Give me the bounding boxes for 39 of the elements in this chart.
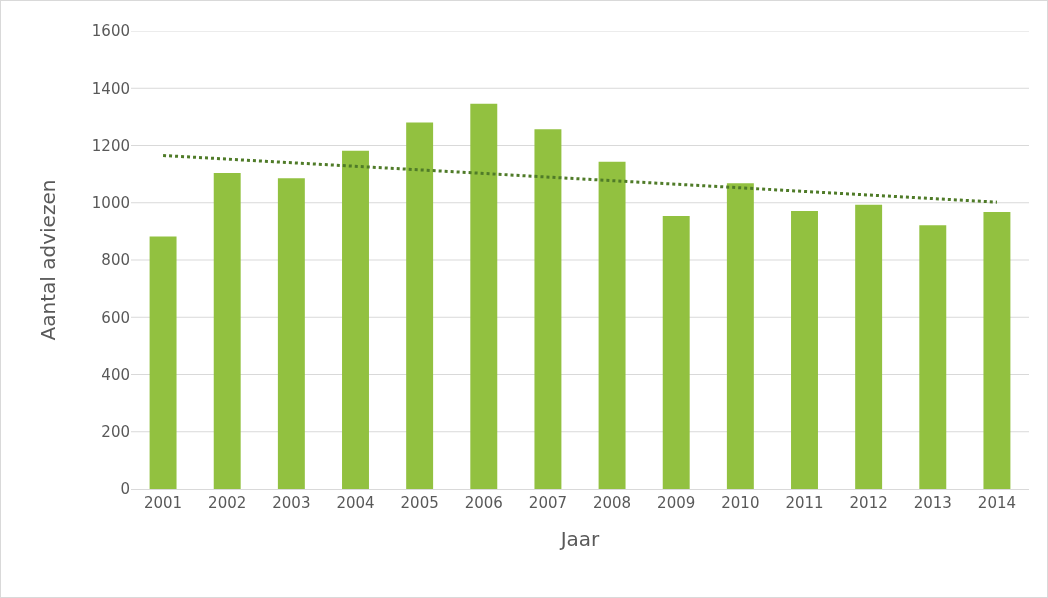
y-tick-label: 200 (101, 423, 130, 441)
bar (598, 161, 626, 489)
bar (149, 236, 177, 489)
y-tick-label: 1200 (91, 136, 130, 155)
bar (662, 215, 690, 489)
y-tick-label: 600 (101, 308, 130, 327)
x-axis-title: Jaar (558, 526, 601, 551)
x-tick-label: 2005 (400, 494, 439, 512)
x-tick-label: 2009 (657, 494, 696, 512)
bar (213, 172, 241, 489)
bar (919, 225, 947, 489)
x-tick-label: 2004 (336, 494, 375, 512)
x-tick-label: 2013 (913, 494, 952, 512)
y-axis-title: Aantal adviezen (36, 179, 61, 341)
x-tick-label: 2001 (143, 494, 183, 512)
y-tick-label: 400 (101, 365, 130, 384)
y-tick-label: 1000 (91, 194, 130, 212)
x-tick-label: 2007 (528, 494, 568, 512)
x-tick-label: 2010 (721, 494, 760, 512)
y-tick-label: 800 (101, 251, 130, 270)
x-tick-label: 2008 (592, 494, 632, 512)
x-tick-label: 2011 (785, 494, 824, 512)
bar (855, 204, 883, 489)
x-tick-label: 2006 (464, 494, 503, 512)
bar (277, 178, 305, 489)
bar (791, 211, 818, 489)
bar (342, 150, 369, 489)
x-tick-label: 2002 (208, 494, 247, 512)
bar (406, 122, 434, 489)
y-tick-label: 0 (120, 480, 130, 499)
x-tick-label: 2012 (849, 494, 888, 512)
x-tick-label: 2003 (272, 494, 311, 512)
y-tick-label: 1400 (91, 79, 130, 98)
bar (726, 183, 754, 489)
x-tick-label: 2014 (977, 494, 1017, 512)
y-tick-label: 1600 (91, 22, 130, 41)
bar (534, 129, 562, 489)
bar (470, 103, 498, 489)
bar (983, 211, 1011, 489)
